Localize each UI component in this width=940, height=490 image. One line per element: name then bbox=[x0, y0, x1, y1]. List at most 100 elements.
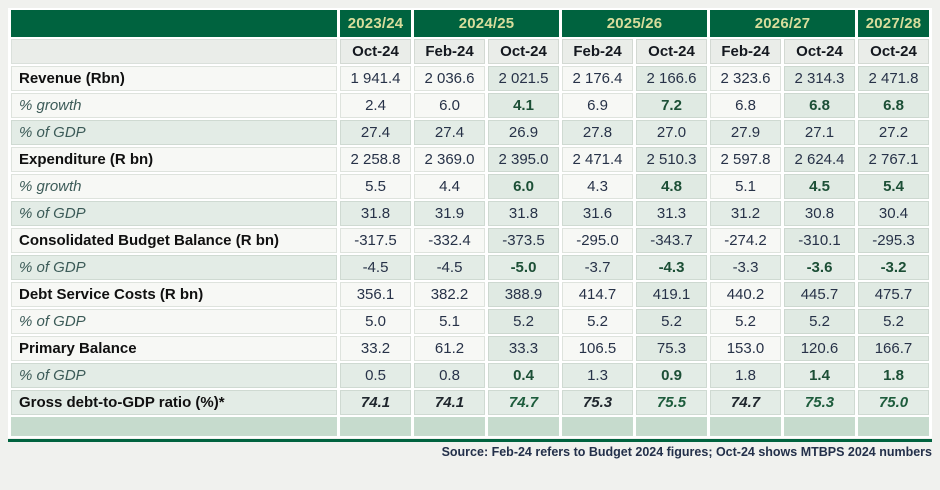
value-cell: 5.2 bbox=[562, 309, 633, 334]
table-row: % of GDP 5.0 5.1 5.2 5.2 5.2 5.2 5.2 5.2 bbox=[11, 309, 929, 334]
row-label: % of GDP bbox=[11, 120, 337, 145]
value-cell: 0.9 bbox=[636, 363, 707, 388]
value-cell: 414.7 bbox=[562, 282, 633, 307]
value-cell: 61.2 bbox=[414, 336, 485, 361]
value-cell: 5.2 bbox=[710, 309, 781, 334]
value-cell: 4.4 bbox=[414, 174, 485, 199]
value-cell: 2 314.3 bbox=[784, 66, 855, 91]
value-cell: 4.5 bbox=[784, 174, 855, 199]
value-cell: 2 597.8 bbox=[710, 147, 781, 172]
value-cell: 31.2 bbox=[710, 201, 781, 226]
value-cell: 33.2 bbox=[340, 336, 411, 361]
table-row: % of GDP -4.5 -4.5 -5.0 -3.7 -4.3 -3.3 -3.6 -3.2 bbox=[11, 255, 929, 280]
table-row: Primary Balance 33.2 61.2 33.3 106.5 75.3 153.… bbox=[11, 336, 929, 361]
value-cell: 4.1 bbox=[488, 93, 559, 118]
period-header: Feb-24 bbox=[710, 39, 781, 64]
value-cell: -3.2 bbox=[858, 255, 929, 280]
value-cell: 27.9 bbox=[710, 120, 781, 145]
value-cell: -373.5 bbox=[488, 228, 559, 253]
value-cell: 388.9 bbox=[488, 282, 559, 307]
empty-cell bbox=[710, 417, 781, 436]
table-row: % of GDP 27.4 27.4 26.9 27.8 27.0 27.9 27.1 27.2 bbox=[11, 120, 929, 145]
value-cell: 2 767.1 bbox=[858, 147, 929, 172]
value-cell: 5.2 bbox=[636, 309, 707, 334]
value-cell: 1.4 bbox=[784, 363, 855, 388]
value-cell: -343.7 bbox=[636, 228, 707, 253]
value-cell: 74.1 bbox=[340, 390, 411, 415]
row-label: Revenue (Rbn) bbox=[11, 66, 337, 91]
value-cell: 75.3 bbox=[562, 390, 633, 415]
value-cell: 31.8 bbox=[340, 201, 411, 226]
row-label: % growth bbox=[11, 93, 337, 118]
value-cell: 2 036.6 bbox=[414, 66, 485, 91]
row-label: % of GDP bbox=[11, 309, 337, 334]
value-cell: 26.9 bbox=[488, 120, 559, 145]
period-header: Feb-24 bbox=[414, 39, 485, 64]
empty-cell bbox=[414, 417, 485, 436]
value-cell: 4.3 bbox=[562, 174, 633, 199]
table-row: Gross debt-to-GDP ratio (%)* 74.1 74.1 74.7… bbox=[11, 390, 929, 415]
value-cell: 6.8 bbox=[784, 93, 855, 118]
row-label: % of GDP bbox=[11, 363, 337, 388]
table-row: % of GDP 0.5 0.8 0.4 1.3 0.9 1.8 1.4 1.8 bbox=[11, 363, 929, 388]
value-cell: 6.8 bbox=[710, 93, 781, 118]
value-cell: 6.8 bbox=[858, 93, 929, 118]
row-label: % of GDP bbox=[11, 255, 337, 280]
value-cell: 33.3 bbox=[488, 336, 559, 361]
value-cell: 153.0 bbox=[710, 336, 781, 361]
row-label: % of GDP bbox=[11, 201, 337, 226]
table-row: % growth 2.4 6.0 4.1 6.9 7.2 6.8 6.8 6.8 bbox=[11, 93, 929, 118]
year-header: 2027/28 bbox=[858, 10, 929, 37]
value-cell: 27.4 bbox=[340, 120, 411, 145]
value-cell: 6.0 bbox=[414, 93, 485, 118]
mtbps-fiscal-framework-table: 2023/24 2024/25 2025/26 2026/27 2027/28 Oct-2… bbox=[8, 8, 932, 438]
value-cell: 2 395.0 bbox=[488, 147, 559, 172]
value-cell: 1.3 bbox=[562, 363, 633, 388]
value-cell: -317.5 bbox=[340, 228, 411, 253]
value-cell: 120.6 bbox=[784, 336, 855, 361]
value-cell: 0.8 bbox=[414, 363, 485, 388]
empty-cell bbox=[340, 417, 411, 436]
value-cell: 5.2 bbox=[488, 309, 559, 334]
value-cell: 5.1 bbox=[710, 174, 781, 199]
value-cell: 6.0 bbox=[488, 174, 559, 199]
period-header-row: Oct-24 Feb-24 Oct-24 Feb-24 Oct-24 Feb-24 Oct-… bbox=[11, 39, 929, 64]
value-cell: 445.7 bbox=[784, 282, 855, 307]
value-cell: 6.9 bbox=[562, 93, 633, 118]
value-cell: 5.5 bbox=[340, 174, 411, 199]
value-cell: -274.2 bbox=[710, 228, 781, 253]
value-cell: 5.2 bbox=[858, 309, 929, 334]
value-cell: 31.3 bbox=[636, 201, 707, 226]
value-cell: 27.4 bbox=[414, 120, 485, 145]
table-row: % of GDP 31.8 31.9 31.8 31.6 31.3 31.2 30.8 30.4 bbox=[11, 201, 929, 226]
value-cell: 475.7 bbox=[858, 282, 929, 307]
value-cell: 2 471.8 bbox=[858, 66, 929, 91]
value-cell: 1 941.4 bbox=[340, 66, 411, 91]
value-cell: 166.7 bbox=[858, 336, 929, 361]
value-cell: -310.1 bbox=[784, 228, 855, 253]
value-cell: 106.5 bbox=[562, 336, 633, 361]
empty-cell bbox=[488, 417, 559, 436]
value-cell: 27.1 bbox=[784, 120, 855, 145]
table-bottom-rule bbox=[8, 439, 932, 442]
value-cell: 31.9 bbox=[414, 201, 485, 226]
value-cell: 2.4 bbox=[340, 93, 411, 118]
value-cell: 27.2 bbox=[858, 120, 929, 145]
period-header: Oct-24 bbox=[488, 39, 559, 64]
table-row: Revenue (Rbn) 1 941.4 2 036.6 2 021.5 2 176.… bbox=[11, 66, 929, 91]
table-row: Debt Service Costs (R bn) 356.1 382.2 388.9… bbox=[11, 282, 929, 307]
value-cell: 7.2 bbox=[636, 93, 707, 118]
value-cell: 5.1 bbox=[414, 309, 485, 334]
value-cell: 1.8 bbox=[858, 363, 929, 388]
value-cell: 2 323.6 bbox=[710, 66, 781, 91]
table-row: % growth 5.5 4.4 6.0 4.3 4.8 5.1 4.5 5.4 bbox=[11, 174, 929, 199]
value-cell: -5.0 bbox=[488, 255, 559, 280]
value-cell: 75.0 bbox=[858, 390, 929, 415]
row-label: Debt Service Costs (R bn) bbox=[11, 282, 337, 307]
empty-cell bbox=[562, 417, 633, 436]
value-cell: -3.6 bbox=[784, 255, 855, 280]
value-cell: 27.0 bbox=[636, 120, 707, 145]
value-cell: 74.7 bbox=[488, 390, 559, 415]
value-cell: -3.7 bbox=[562, 255, 633, 280]
